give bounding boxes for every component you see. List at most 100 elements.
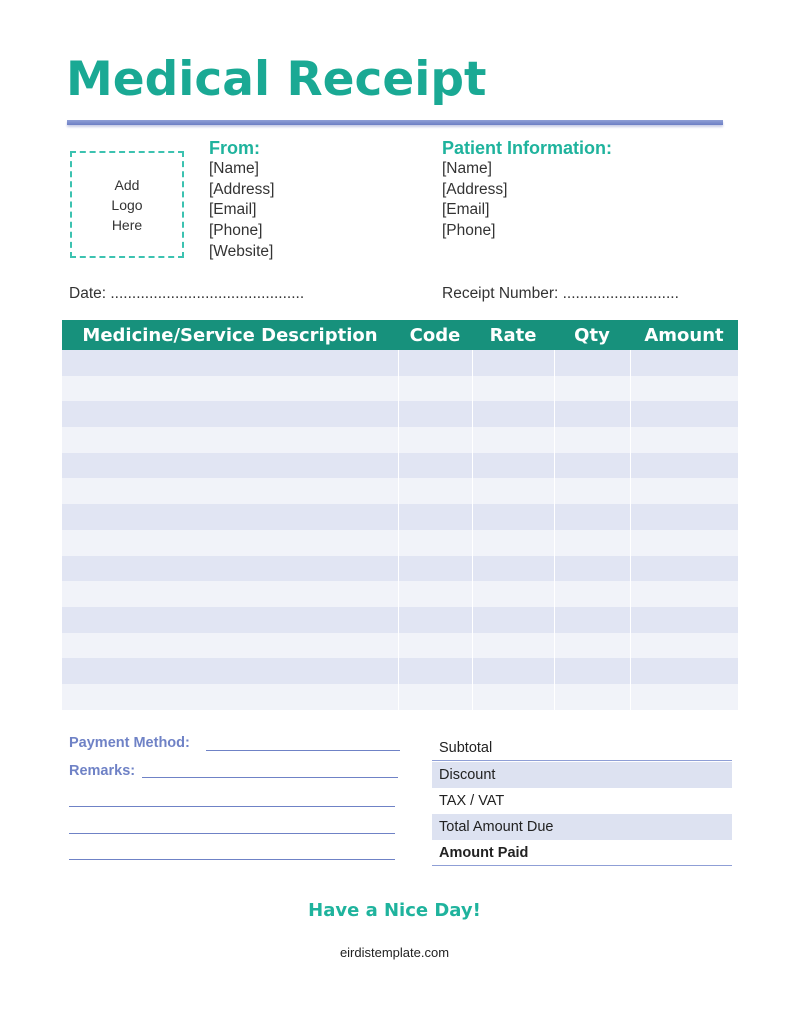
cell-qty[interactable] xyxy=(554,529,631,556)
cell-description[interactable] xyxy=(62,555,399,582)
cell-description[interactable] xyxy=(62,427,399,453)
cell-description[interactable] xyxy=(62,632,399,659)
website-text: eirdistemplate.com xyxy=(339,945,450,960)
cell-description[interactable] xyxy=(62,606,399,633)
column-header-code: Code xyxy=(398,320,472,350)
cell-description[interactable] xyxy=(62,683,399,710)
cell-description[interactable] xyxy=(62,658,399,684)
cell-rate[interactable] xyxy=(472,555,555,582)
cell-description[interactable] xyxy=(62,401,399,428)
cell-rate[interactable] xyxy=(472,427,555,453)
cell-qty[interactable] xyxy=(554,555,631,582)
table-row xyxy=(62,452,739,479)
cell-rate[interactable] xyxy=(472,375,555,402)
cell-rate[interactable] xyxy=(472,401,555,428)
cell-code[interactable] xyxy=(398,555,473,582)
cell-qty[interactable] xyxy=(554,401,631,428)
cell-code[interactable] xyxy=(398,683,473,710)
cell-amount[interactable] xyxy=(630,606,739,633)
cell-qty[interactable] xyxy=(554,504,631,530)
cell-amount[interactable] xyxy=(630,632,739,659)
cell-code[interactable] xyxy=(398,350,473,376)
date-field[interactable]: Date: ..................................… xyxy=(69,285,305,302)
title-divider xyxy=(67,120,723,125)
cell-rate[interactable] xyxy=(472,683,555,710)
from-line[interactable]: [Name] xyxy=(209,160,259,177)
cell-description[interactable] xyxy=(62,529,399,556)
remarks-input[interactable] xyxy=(142,777,398,778)
patient-line[interactable]: [Email] xyxy=(442,201,490,219)
cell-code[interactable] xyxy=(398,427,473,453)
cell-rate[interactable] xyxy=(472,632,555,659)
cell-amount[interactable] xyxy=(630,478,739,505)
cell-code[interactable] xyxy=(398,504,473,530)
patient-line[interactable]: [Phone] xyxy=(442,222,496,240)
payment-method-input[interactable] xyxy=(206,750,400,751)
cell-amount[interactable] xyxy=(630,683,739,710)
cell-code[interactable] xyxy=(398,658,473,684)
remarks-label: Remarks: xyxy=(69,763,136,779)
cell-qty[interactable] xyxy=(554,350,631,376)
cell-amount[interactable] xyxy=(630,401,739,428)
cell-amount[interactable] xyxy=(630,452,739,479)
cell-description[interactable] xyxy=(62,375,399,402)
cell-rate[interactable] xyxy=(472,658,555,684)
cell-amount[interactable] xyxy=(630,581,739,607)
cell-amount[interactable] xyxy=(630,555,739,582)
cell-code[interactable] xyxy=(398,452,473,479)
cell-rate[interactable] xyxy=(472,606,555,633)
table-row xyxy=(62,581,739,607)
cell-qty[interactable] xyxy=(554,658,631,684)
cell-amount[interactable] xyxy=(630,375,739,402)
from-line[interactable]: [Email] xyxy=(209,201,257,219)
cell-qty[interactable] xyxy=(554,478,631,505)
patient-line[interactable]: [Address] xyxy=(442,180,508,198)
cell-qty[interactable] xyxy=(554,632,631,659)
cell-description[interactable] xyxy=(62,350,399,376)
receipt-number-field[interactable]: Receipt Number: ........................… xyxy=(442,285,679,302)
from-line[interactable]: [Website] xyxy=(209,242,274,260)
cell-code[interactable] xyxy=(398,606,473,633)
from-line[interactable]: [Phone] xyxy=(209,222,263,240)
cell-code[interactable] xyxy=(398,581,473,607)
cell-qty[interactable] xyxy=(554,452,631,479)
cell-amount[interactable] xyxy=(630,427,739,453)
cell-qty[interactable] xyxy=(554,581,631,607)
table-row xyxy=(62,504,739,530)
cell-rate[interactable] xyxy=(472,529,555,556)
patient-heading: Patient Information: xyxy=(442,138,612,158)
remarks-line[interactable] xyxy=(69,833,395,834)
table-row xyxy=(62,683,739,710)
cell-amount[interactable] xyxy=(630,658,739,684)
remarks-line[interactable] xyxy=(69,806,395,807)
cell-rate[interactable] xyxy=(472,478,555,505)
cell-qty[interactable] xyxy=(554,683,631,710)
cell-description[interactable] xyxy=(62,504,399,530)
cell-qty[interactable] xyxy=(554,606,631,633)
cell-code[interactable] xyxy=(398,478,473,505)
cell-amount[interactable] xyxy=(630,504,739,530)
cell-amount[interactable] xyxy=(630,529,739,556)
table-row xyxy=(62,478,739,505)
cell-qty[interactable] xyxy=(554,427,631,453)
cell-qty[interactable] xyxy=(554,375,631,402)
cell-rate[interactable] xyxy=(472,350,555,376)
cell-rate[interactable] xyxy=(472,504,555,530)
cell-description[interactable] xyxy=(62,478,399,505)
from-line[interactable]: [Address] xyxy=(209,180,275,198)
cell-code[interactable] xyxy=(398,529,473,556)
cell-rate[interactable] xyxy=(472,452,555,479)
table-row xyxy=(62,555,739,582)
table-row xyxy=(62,658,739,684)
cell-code[interactable] xyxy=(398,375,473,402)
patient-section: Patient Information: [Name] [Address] [Ema… xyxy=(442,138,612,242)
cell-code[interactable] xyxy=(398,401,473,428)
logo-placeholder[interactable]: Add Logo Here xyxy=(70,151,184,258)
cell-description[interactable] xyxy=(62,581,399,607)
patient-line[interactable]: [Name] xyxy=(442,160,492,177)
remarks-line[interactable] xyxy=(69,859,395,860)
cell-description[interactable] xyxy=(62,452,399,479)
cell-rate[interactable] xyxy=(472,581,555,607)
cell-amount[interactable] xyxy=(630,350,739,376)
cell-code[interactable] xyxy=(398,632,473,659)
